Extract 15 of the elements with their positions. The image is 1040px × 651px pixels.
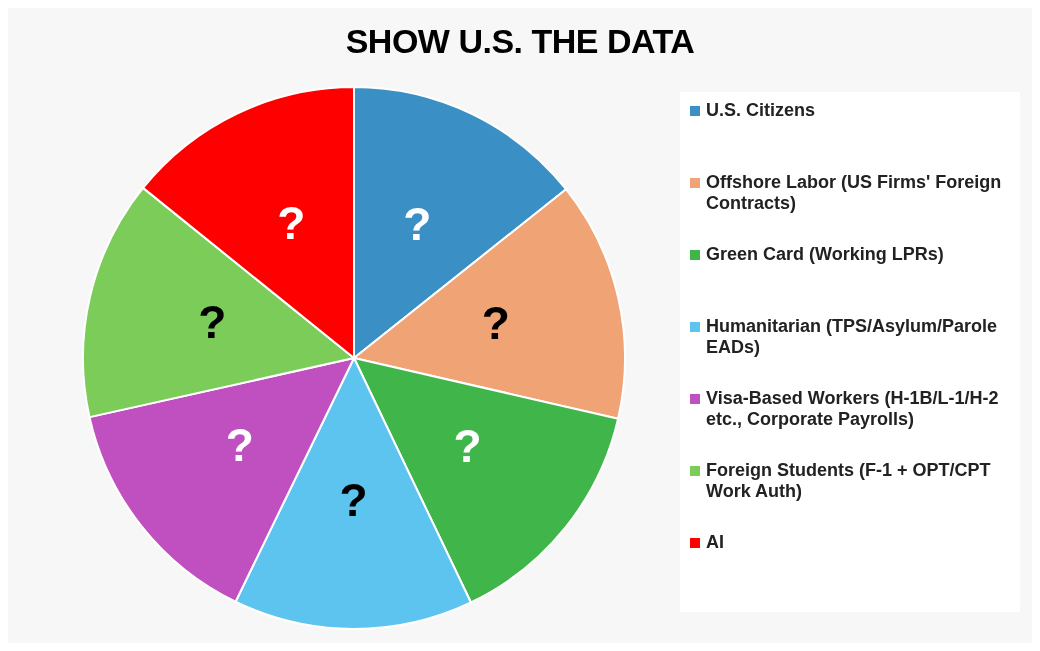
data-label: ? xyxy=(339,474,368,527)
data-label: ? xyxy=(481,296,510,349)
chart-title: SHOW U.S. THE DATA xyxy=(344,22,696,61)
legend-label: Visa-Based Workers (H-1B/L-1/H-2 etc., Corporate Payrolls) xyxy=(706,388,1000,430)
data-label: ? xyxy=(198,295,227,348)
legend-label: Foreign Students (F-1 + OPT/CPT Work Auth) xyxy=(706,460,992,502)
legend-label: Green Card (Working LPRs) xyxy=(706,244,945,265)
data-label: ? xyxy=(277,197,306,250)
legend-label: U.S. Citizens xyxy=(706,100,817,121)
legend-label: Offshore Labor (US Firms' Foreign Contracts) xyxy=(706,172,1003,214)
data-label: ? xyxy=(453,419,482,472)
data-label: ? xyxy=(225,418,254,471)
legend-label: Humanitarian (TPS/Asylum/Parole EADs) xyxy=(706,316,999,358)
data-label: ? xyxy=(403,197,432,250)
legend-label: AI xyxy=(706,532,725,553)
